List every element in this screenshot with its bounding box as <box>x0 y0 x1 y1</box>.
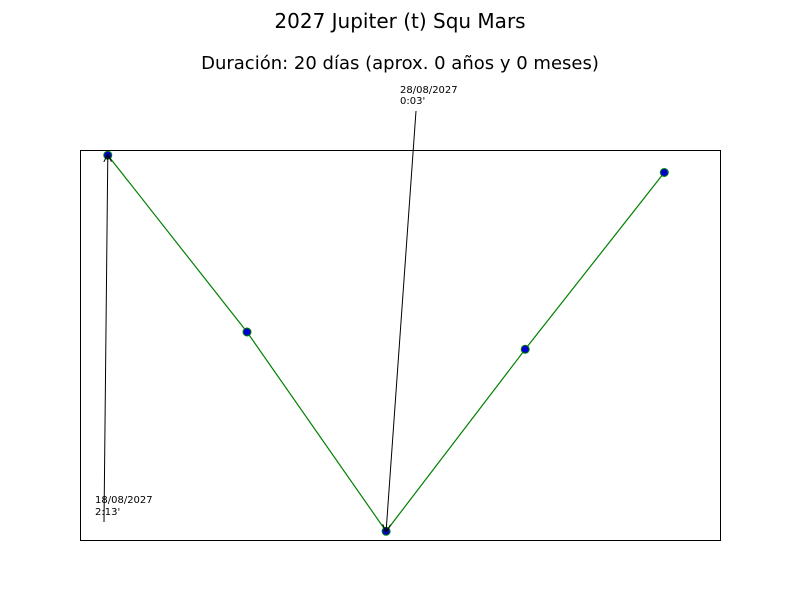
data-point-4 <box>659 168 669 177</box>
annotation-start-date: 18/08/2027 <box>95 495 153 506</box>
data-point-1 <box>242 327 252 337</box>
annotation-peak: 28/08/2027 0:03' <box>386 85 458 531</box>
series-line-0 <box>107 154 665 533</box>
data-point-3 <box>520 344 530 354</box>
annotation-start: 18/08/2027 2:13' <box>95 155 153 523</box>
annotation-peak-arrow <box>386 110 417 531</box>
annotation-peak-date: 28/08/2027 <box>400 85 458 96</box>
plot-area <box>80 150 721 541</box>
annotation-peak-value: 0:03' <box>400 96 425 107</box>
series-layer <box>103 150 669 536</box>
chart-title: 2027 Jupiter (t) Squ Mars <box>274 9 525 33</box>
chart-subtitle: Duración: 20 días (aprox. 0 años y 0 mes… <box>201 53 599 74</box>
annotation-start-arrow <box>103 155 108 523</box>
annotation-start-value: 2:13' <box>95 507 120 518</box>
